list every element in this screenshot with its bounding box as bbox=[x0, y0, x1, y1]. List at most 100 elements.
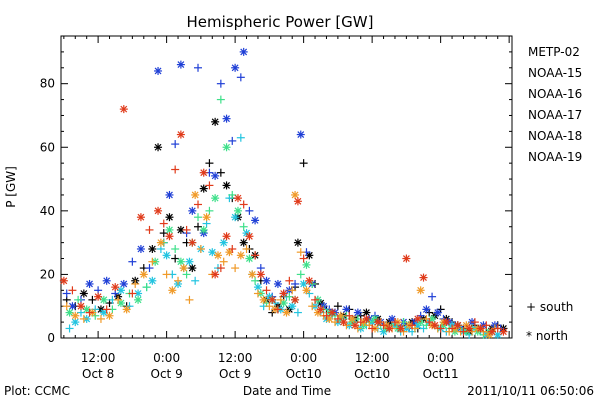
data-point bbox=[122, 305, 131, 314]
data-point bbox=[222, 143, 231, 152]
data-point bbox=[145, 264, 154, 273]
data-point bbox=[216, 79, 225, 88]
data-point bbox=[191, 276, 200, 285]
data-point bbox=[328, 308, 337, 317]
marker-legend-north: * north bbox=[526, 329, 568, 343]
data-point bbox=[79, 289, 88, 298]
data-point bbox=[211, 270, 220, 279]
data-point bbox=[345, 311, 354, 320]
data-point bbox=[259, 295, 268, 304]
marker-legend-south: + south bbox=[526, 300, 573, 314]
data-point bbox=[199, 184, 208, 193]
data-point bbox=[265, 302, 274, 311]
data-point bbox=[62, 302, 71, 311]
data-point bbox=[453, 321, 462, 330]
data-point bbox=[373, 318, 382, 327]
y-axis: 0 20 40 60 80 bbox=[40, 35, 512, 345]
data-point bbox=[194, 222, 203, 231]
data-point bbox=[136, 213, 145, 222]
data-point bbox=[194, 213, 203, 222]
data-point bbox=[114, 295, 123, 304]
data-point bbox=[185, 295, 194, 304]
data-point bbox=[231, 213, 240, 222]
data-point bbox=[396, 324, 405, 333]
data-point bbox=[448, 324, 457, 333]
data-point bbox=[285, 276, 294, 285]
data-point bbox=[262, 286, 271, 295]
data-point bbox=[188, 206, 197, 215]
data-point bbox=[385, 324, 394, 333]
data-point bbox=[148, 257, 157, 266]
data-point bbox=[134, 295, 143, 304]
timestamp: 2011/10/11 06:50:06 bbox=[467, 384, 594, 398]
data-point bbox=[171, 244, 180, 253]
x-tick-label-time: 12:00 bbox=[355, 351, 390, 365]
legend-entry-noaa-17: NOAA-17 bbox=[528, 108, 582, 122]
data-point bbox=[174, 276, 183, 285]
legend-entry-noaa-18: NOAA-18 bbox=[528, 129, 582, 143]
data-point bbox=[299, 254, 308, 263]
data-point bbox=[194, 63, 203, 72]
data-point bbox=[196, 244, 205, 253]
data-point bbox=[168, 286, 177, 295]
data-point bbox=[96, 314, 105, 323]
marker-legend: + south * north bbox=[526, 300, 573, 343]
data-point bbox=[191, 190, 200, 199]
data-point bbox=[176, 257, 185, 266]
y-tick-label: 80 bbox=[40, 77, 55, 91]
data-point bbox=[216, 95, 225, 104]
x-tick-label-time: 12:00 bbox=[81, 351, 116, 365]
data-point bbox=[176, 60, 185, 69]
data-point bbox=[316, 305, 325, 314]
legend-entry-noaa-16: NOAA-16 bbox=[528, 87, 582, 101]
data-point bbox=[159, 219, 168, 228]
data-point bbox=[219, 238, 228, 247]
data-point bbox=[154, 143, 163, 152]
data-point bbox=[145, 225, 154, 234]
data-point bbox=[362, 314, 371, 323]
data-point bbox=[233, 206, 242, 215]
chart-title: Hemispheric Power [GW] bbox=[187, 13, 374, 31]
data-point bbox=[211, 117, 220, 126]
data-point bbox=[299, 279, 308, 288]
data-point bbox=[71, 318, 80, 327]
data-point bbox=[171, 140, 180, 149]
data-point bbox=[422, 305, 431, 314]
data-point bbox=[148, 276, 157, 285]
data-point bbox=[228, 136, 237, 145]
data-point bbox=[253, 289, 262, 298]
data-point bbox=[105, 311, 114, 320]
data-point bbox=[425, 318, 434, 327]
data-point bbox=[136, 244, 145, 253]
data-point bbox=[279, 289, 288, 298]
data-point bbox=[222, 181, 231, 190]
data-point bbox=[176, 130, 185, 139]
data-point bbox=[459, 327, 468, 336]
data-point bbox=[102, 276, 111, 285]
data-point bbox=[74, 295, 83, 304]
data-point bbox=[339, 318, 348, 327]
data-point bbox=[428, 314, 437, 323]
data-point bbox=[282, 308, 291, 317]
data-point bbox=[182, 270, 191, 279]
data-point bbox=[499, 327, 508, 336]
x-tick-label-date: Oct10 bbox=[354, 367, 390, 381]
data-point bbox=[162, 251, 171, 260]
data-point bbox=[222, 232, 231, 241]
data-point bbox=[94, 292, 103, 301]
data-point bbox=[296, 130, 305, 139]
data-point bbox=[119, 279, 128, 288]
data-point bbox=[356, 318, 365, 327]
data-point bbox=[154, 66, 163, 75]
data-point bbox=[251, 251, 260, 260]
data-point bbox=[85, 308, 94, 317]
data-point bbox=[379, 321, 388, 330]
data-point bbox=[348, 314, 357, 323]
data-point bbox=[199, 225, 208, 234]
x-tick-label-date: Oct 9 bbox=[219, 367, 251, 381]
data-point bbox=[390, 318, 399, 327]
data-point bbox=[202, 213, 211, 222]
data-point bbox=[85, 279, 94, 288]
data-point bbox=[402, 254, 411, 263]
